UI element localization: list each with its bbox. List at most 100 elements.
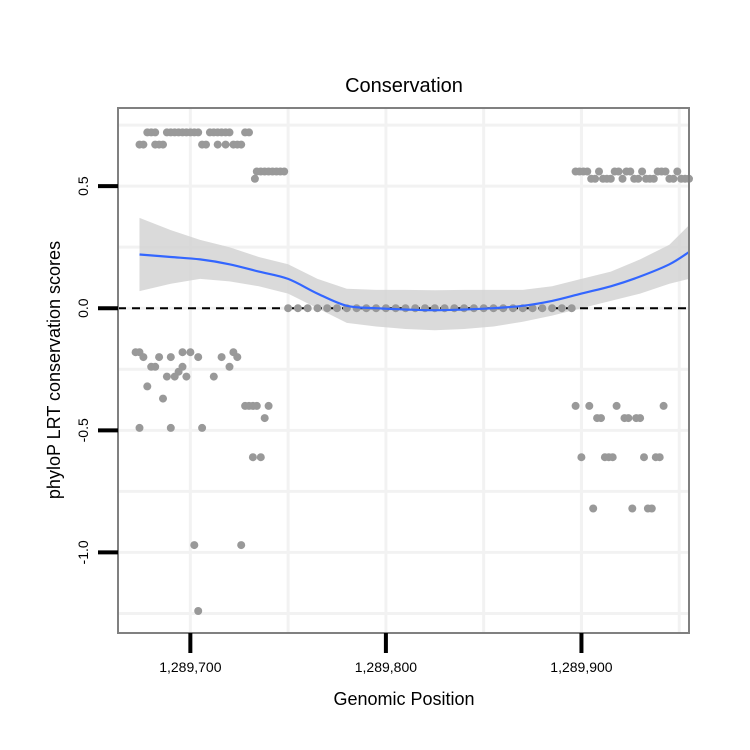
y-tick-label-1: 0.0: [75, 298, 91, 318]
data-point: [597, 414, 605, 423]
y-tick-label-2: -0.5: [75, 418, 91, 442]
data-point: [151, 128, 160, 137]
data-point: [655, 453, 664, 462]
data-point: [411, 304, 420, 313]
data-point: [151, 140, 160, 149]
data-point: [194, 128, 203, 137]
data-point: [669, 174, 678, 183]
data-point: [178, 362, 187, 371]
x-axis-title: Genomic Position: [333, 689, 474, 709]
data-point: [221, 140, 230, 149]
data-point: [162, 372, 171, 381]
data-point: [548, 304, 557, 313]
data-point: [624, 414, 633, 423]
data-point: [538, 304, 547, 313]
data-point: [595, 167, 603, 176]
data-point: [213, 140, 222, 149]
data-point: [178, 348, 187, 357]
y-tick-label-0: 0.5: [75, 176, 91, 196]
data-point: [571, 401, 580, 410]
chart-title: Conservation: [345, 75, 463, 97]
x-tick-label-1: 1,289,800: [355, 659, 417, 675]
data-point: [661, 167, 670, 176]
x-axis: 1,289,700 1,289,800 1,289,900: [159, 633, 613, 675]
data-point: [634, 174, 643, 183]
data-point: [166, 353, 175, 362]
data-point: [182, 372, 191, 381]
data-point: [139, 353, 148, 362]
data-points: [131, 128, 693, 615]
data-point: [252, 401, 261, 410]
data-point: [589, 504, 598, 513]
data-point: [557, 304, 566, 313]
y-axis: 0.5 0.0 -0.5 -1.0: [75, 176, 118, 564]
data-point: [638, 167, 647, 176]
data-point: [135, 423, 144, 432]
data-point: [323, 304, 332, 313]
data-point: [333, 304, 341, 313]
data-point: [626, 167, 635, 176]
data-point: [159, 140, 167, 149]
data-point: [293, 304, 302, 313]
data-point: [640, 453, 648, 462]
data-point: [673, 167, 682, 176]
data-point: [245, 128, 253, 137]
data-point: [649, 174, 658, 183]
data-point: [647, 504, 656, 513]
data-point: [280, 167, 289, 176]
y-axis-title: phyloP LRT conservation scores: [44, 241, 64, 499]
data-point: [260, 414, 269, 423]
data-point: [450, 304, 459, 313]
data-point: [225, 128, 234, 137]
data-point: [618, 174, 627, 183]
data-point: [264, 401, 273, 410]
data-point: [612, 401, 621, 410]
confidence-band: [139, 217, 689, 331]
data-point: [225, 362, 234, 371]
data-point: [460, 304, 469, 313]
data-point: [509, 304, 517, 313]
x-tick-label-2: 1,289,900: [550, 659, 612, 675]
data-point: [159, 394, 167, 403]
data-point: [585, 401, 594, 410]
y-tick-label-3: -1.0: [75, 540, 91, 564]
x-tick-label-0: 1,289,700: [159, 659, 221, 675]
data-point: [606, 174, 615, 183]
data-point: [567, 304, 576, 313]
data-point: [608, 453, 617, 462]
data-point: [151, 362, 160, 371]
data-point: [614, 167, 623, 176]
data-point: [628, 504, 637, 513]
data-point: [155, 353, 164, 362]
data-point: [194, 353, 203, 362]
data-point: [190, 541, 199, 550]
data-point: [237, 541, 246, 550]
data-point: [659, 401, 668, 410]
data-point: [528, 304, 537, 313]
data-point: [303, 304, 312, 313]
data-point: [401, 304, 410, 313]
data-point: [139, 140, 148, 149]
data-point: [583, 167, 592, 176]
data-point: [217, 353, 226, 362]
data-point: [143, 382, 152, 391]
data-point: [198, 423, 207, 432]
data-point: [166, 423, 175, 432]
data-point: [577, 453, 586, 462]
data-point: [250, 174, 259, 183]
data-point: [248, 453, 257, 462]
grid: [118, 108, 689, 633]
data-point: [194, 607, 203, 615]
data-point: [202, 140, 210, 149]
data-point: [209, 372, 218, 381]
data-point: [186, 348, 195, 357]
data-point: [591, 174, 600, 183]
data-point: [313, 304, 322, 313]
data-point: [237, 140, 246, 149]
smooth-trend-line: [139, 251, 690, 312]
data-point: [256, 453, 265, 462]
panel-border: [117, 107, 690, 634]
data-point: [233, 353, 242, 362]
data-point: [284, 304, 293, 313]
